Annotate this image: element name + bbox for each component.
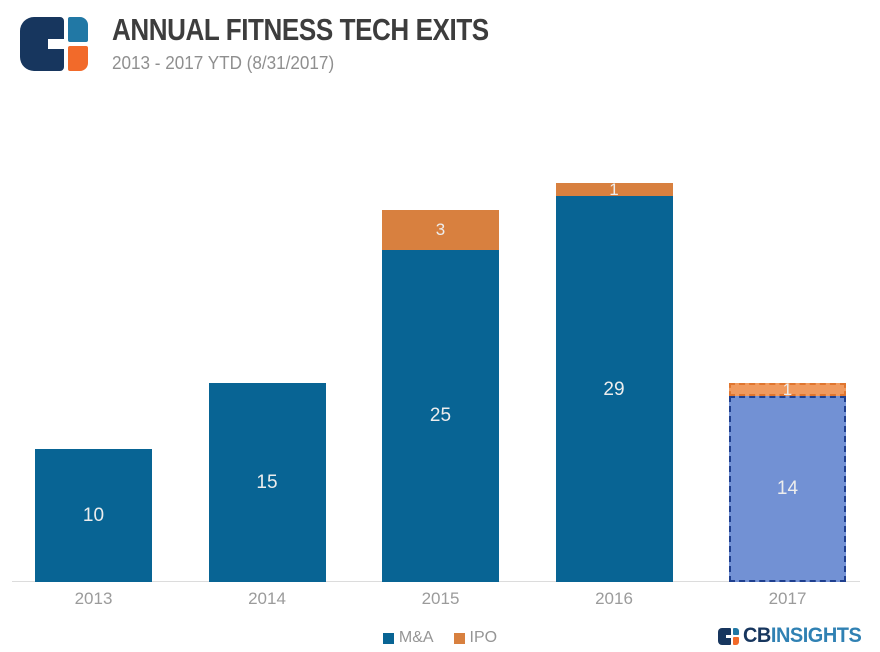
legend-label-ma: M&A [398,629,434,646]
bar-group-2013: 10 [35,449,152,582]
chart-subtitle: 2013 - 2017 YTD (8/31/2017) [112,52,335,73]
value-label-ipo-2017: 1 [782,379,793,399]
bar-segment-ma-2016: 29 [555,196,673,582]
logo-orange-square [68,46,88,71]
footer-logo-c-block [718,627,732,645]
bar-segment-ma-2017: 14 [729,395,846,582]
legend-swatch-ma [382,632,394,644]
footer-logo-blue-square [733,627,740,635]
bar-segment-ma-2013: 10 [35,449,152,582]
legend-swatch-ipo [453,632,465,644]
footer-brand-insights: INSIGHTS [771,624,862,647]
bar-group-2017: 1 14 [729,379,846,582]
value-label-ma-2014: 15 [256,471,278,493]
value-label-ipo-2016: 1 [609,180,619,200]
bar-segment-ma-2015: 25 [382,249,499,582]
logo-blue-square [68,17,88,42]
footer-logo-notch [726,634,732,638]
legend-item-ipo: IPO [453,629,498,647]
x-axis-label-2015: 2015 [421,589,460,608]
cbinsights-footer-brand: CBINSIGHTS [718,624,868,648]
value-label-ma-2016: 29 [603,378,625,400]
x-axis-label-2014: 2014 [248,589,286,608]
value-label-ma-2017: 14 [776,478,799,500]
value-label-ma-2013: 10 [82,505,105,526]
x-axis-label-2016: 2016 [595,589,633,608]
header: ANNUAL FITNESS TECH EXITS 2013 - 2017 YT… [112,12,561,74]
footer-brand-cb: CB [743,624,772,647]
value-label-ipo-2015: 3 [435,220,446,240]
chart-legend: M&A IPO [0,629,880,647]
chart-title: ANNUAL FITNESS TECH EXITS [112,12,489,47]
cbinsights-logo-icon [20,17,92,71]
footer-brand-text: CBINSIGHTS [743,624,862,648]
bar-segment-ma-2014: 15 [208,382,326,582]
x-axis-label-2013: 2013 [74,589,113,608]
logo-notch [48,39,64,49]
bar-group-2016: 1 29 [555,180,673,582]
bar-group-2015: 3 25 [382,209,499,582]
legend-label-ipo: IPO [469,629,498,646]
legend-item-ma: M&A [382,629,434,647]
bar-segment-ipo-2015: 3 [382,209,499,250]
footer-logo-orange-square [733,636,740,645]
bar-group-2014: 15 [208,382,326,582]
value-label-ma-2015: 25 [429,405,452,427]
bar-segment-ipo-2017: 1 [729,379,846,399]
cbinsights-footer-logo-icon [718,627,740,645]
x-axis-label-2017: 2017 [768,589,807,608]
bar-segment-ipo-2016: 1 [555,180,673,200]
